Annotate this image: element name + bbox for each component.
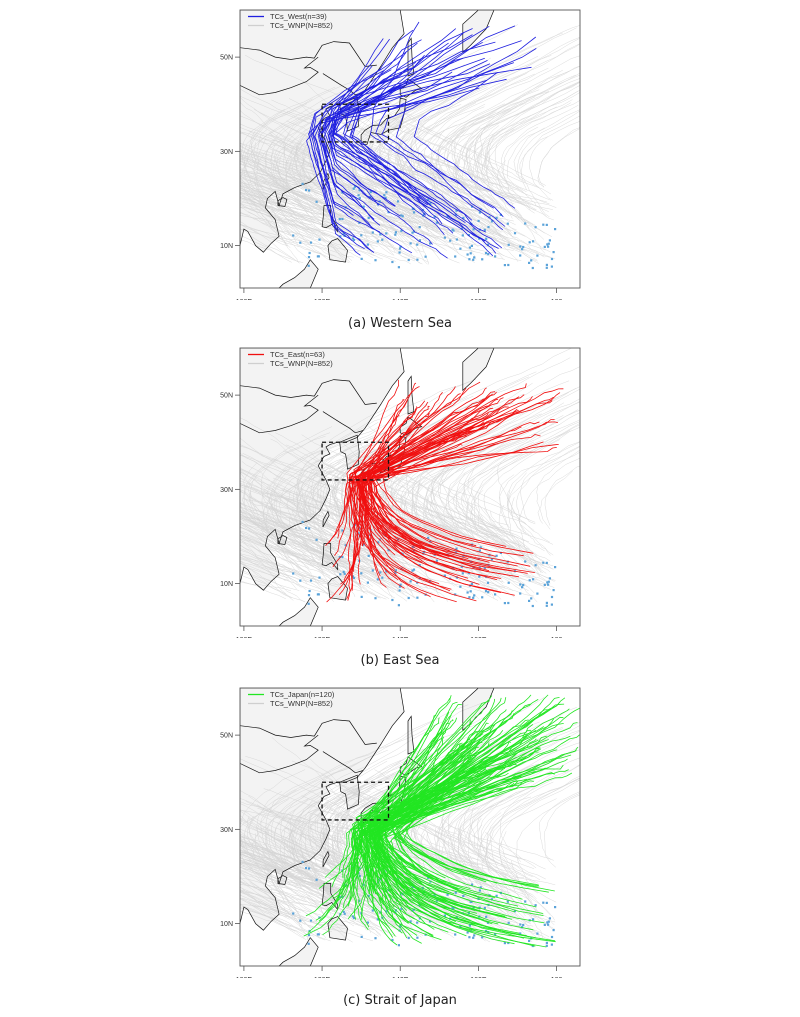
map-area xyxy=(240,688,580,966)
y-tick-label: 30N xyxy=(220,827,233,834)
x-tick-label: 120E xyxy=(314,299,331,300)
x-tick-label: 180 xyxy=(551,977,563,978)
landmass xyxy=(408,716,414,754)
caption-a: (a) Western Sea xyxy=(348,316,452,331)
landmass xyxy=(400,416,422,436)
y-tick-label: 10N xyxy=(220,921,233,928)
study-region-box xyxy=(321,103,390,143)
y-tick-label: 50N xyxy=(220,733,233,740)
x-tick-label: 160E xyxy=(470,977,487,978)
highlight-tracks xyxy=(325,379,564,603)
study-region-box xyxy=(321,781,390,821)
y-tick-label: 10N xyxy=(220,581,233,588)
x-tick-label: 120E xyxy=(314,637,331,638)
caption-c: (c) Strait of Japan xyxy=(343,993,457,1008)
legend-label: TCs_WNP(N=852) xyxy=(270,699,333,708)
map-area xyxy=(240,10,580,288)
coastlines xyxy=(240,688,495,966)
y-tick-label: 30N xyxy=(220,487,233,494)
legend-label: TCs_Japan(n=120) xyxy=(270,690,335,699)
legend-label: TCs_East(n=63) xyxy=(270,350,325,359)
caption-b: (b) East Sea xyxy=(360,653,440,668)
track-map-c: 100E 120E 140E 160E 180 50N 30N 10N TCs_Japan(n=… xyxy=(220,687,581,978)
x-tick-label: 100E xyxy=(236,977,253,978)
x-tick-label: 160E xyxy=(470,637,487,638)
landmass xyxy=(462,10,494,53)
x-tick-label: 140E xyxy=(392,977,409,978)
x-tick-label: 160E xyxy=(470,299,487,300)
y-tick-label: 10N xyxy=(220,243,233,250)
x-tick-label: 180 xyxy=(551,637,563,638)
x-tick-label: 180 xyxy=(551,299,563,300)
legend: TCs_West(n=39)TCs_WNP(N=852) xyxy=(248,12,333,30)
x-tick-label: 100E xyxy=(236,299,253,300)
x-tick-label: 120E xyxy=(314,977,331,978)
legend: TCs_Japan(n=120)TCs_WNP(N=852) xyxy=(248,690,335,708)
plot-frame xyxy=(239,9,581,289)
y-tick-label: 50N xyxy=(220,55,233,62)
y-tick-label: 50N xyxy=(220,393,233,400)
plot-frame xyxy=(239,347,581,627)
panel-a: 100E 120E 140E 160E 180 50N 30N 10N TCs_West(n=3… xyxy=(200,0,600,300)
panel-b: 100E 120E 140E 160E 180 50N 30N 10N TCs_East(n=6… xyxy=(200,338,600,638)
legend-label: TCs_West(n=39) xyxy=(270,12,327,21)
legend: TCs_East(n=63)TCs_WNP(N=852) xyxy=(248,350,333,368)
study-region-box xyxy=(321,441,390,481)
track-map-a: 100E 120E 140E 160E 180 50N 30N 10N TCs_West(n=3… xyxy=(220,9,581,300)
legend-label: TCs_WNP(N=852) xyxy=(270,21,333,30)
legend-label: TCs_WNP(N=852) xyxy=(270,359,333,368)
track-map-b: 100E 120E 140E 160E 180 50N 30N 10N TCs_East(n=6… xyxy=(220,347,581,638)
x-tick-label: 140E xyxy=(392,637,409,638)
landmass xyxy=(462,348,494,391)
x-tick-label: 140E xyxy=(392,299,409,300)
x-tick-label: 100E xyxy=(236,637,253,638)
panel-c: 100E 120E 140E 160E 180 50N 30N 10N TCs_Japan(n=… xyxy=(200,678,600,978)
map-area xyxy=(240,348,580,626)
highlight-tracks xyxy=(303,694,580,948)
y-tick-label: 30N xyxy=(220,149,233,156)
plot-frame xyxy=(239,687,581,967)
landmass xyxy=(322,511,330,528)
